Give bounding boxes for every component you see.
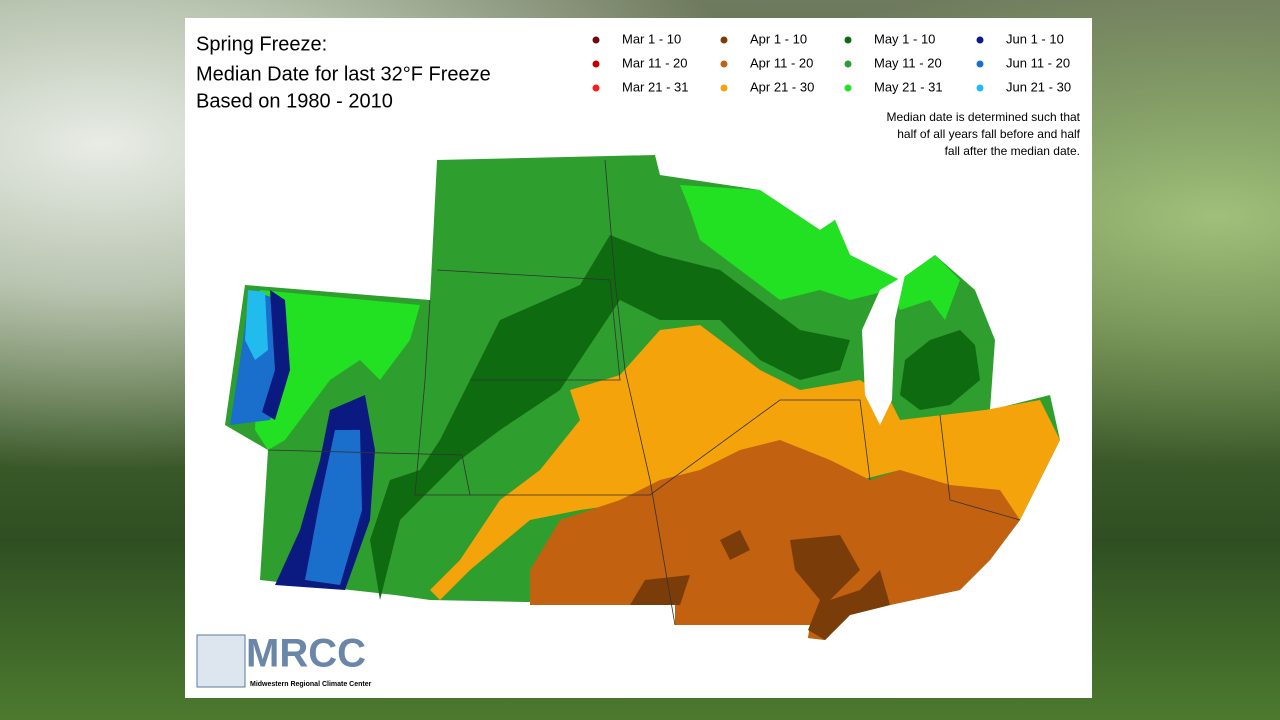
map-regions — [225, 155, 1060, 640]
title-line: Median Date for last 32°F Freeze — [196, 63, 491, 85]
note-line: half of all years fall before and half — [897, 127, 1080, 141]
legend-dot — [976, 36, 984, 44]
legend-dot — [720, 84, 728, 92]
note-line: Median date is determined such that — [887, 110, 1081, 124]
legend-dot — [844, 36, 852, 44]
region-apr-1-10-c — [790, 535, 890, 640]
legend-label: May 11 - 20 — [874, 55, 942, 70]
legend-label: Apr 1 - 10 — [750, 31, 807, 46]
legend-label: Apr 21 - 30 — [750, 79, 814, 94]
region-apr-1-10 — [630, 575, 690, 605]
region-apr-1-10-b — [720, 530, 750, 560]
state-lines — [267, 159, 1021, 626]
state-line — [436, 269, 621, 381]
logo-subtitle: Midwestern Regional Climate Center — [250, 681, 372, 688]
region-apr-21-30 — [430, 325, 1060, 600]
region-may-1-10-mi — [900, 330, 980, 410]
state-line — [470, 399, 871, 496]
region-may-1-10 — [370, 235, 850, 600]
legend-dot — [844, 84, 852, 92]
legend-label: Mar 11 - 20 — [622, 55, 688, 70]
note-line: fall after the median date. — [945, 144, 1080, 158]
lake-michigan — [862, 275, 905, 425]
state-line — [604, 159, 676, 626]
legend-label: May 21 - 31 — [874, 79, 943, 94]
legend-dot — [976, 84, 984, 92]
logo-icon — [196, 634, 246, 688]
logo: MRCC Midwestern Regional Climate Center — [196, 632, 372, 688]
logo-name: MRCC — [246, 632, 366, 676]
legend-dot — [592, 60, 600, 68]
title-line: Based on 1980 - 2010 — [196, 90, 393, 112]
state-line — [267, 299, 471, 496]
region-jun-21-30 — [245, 290, 268, 360]
legend-label: Mar 1 - 10 — [622, 31, 681, 46]
legend-label: Apr 11 - 20 — [750, 55, 813, 70]
legend-label: Jun 21 - 30 — [1006, 79, 1071, 94]
legend-label: May 1 - 10 — [874, 31, 935, 46]
legend-dot — [592, 36, 600, 44]
legend-dot — [720, 36, 728, 44]
region-may-21-31-west — [255, 290, 420, 450]
legend-label: Jun 1 - 10 — [1006, 31, 1064, 46]
legend-dot — [592, 84, 600, 92]
region-jun-11-20-b — [305, 430, 362, 585]
legend-label: Mar 21 - 31 — [622, 79, 688, 94]
legend-dot — [976, 60, 984, 68]
legend-dot — [844, 60, 852, 68]
title-line: Spring Freeze: — [196, 33, 327, 55]
region-jun-1-10 — [262, 290, 290, 420]
legend-label: Jun 11 - 20 — [1006, 55, 1070, 70]
legend-dot — [720, 60, 728, 68]
state-line — [939, 414, 1021, 521]
